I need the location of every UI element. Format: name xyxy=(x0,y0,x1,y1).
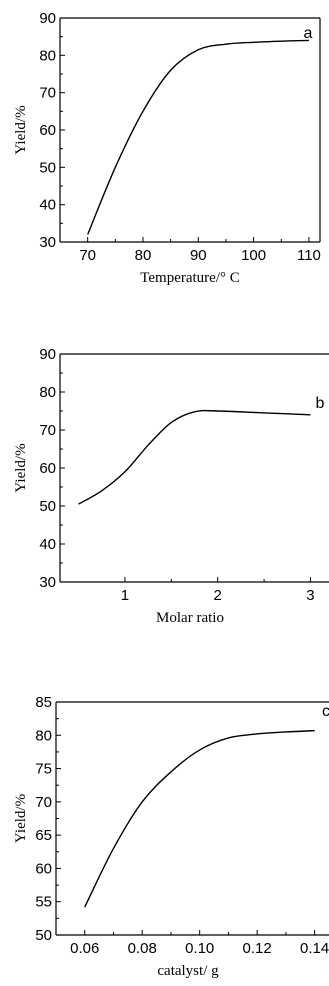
x-tick-label: 90 xyxy=(190,247,207,264)
panel-letter: a xyxy=(304,25,313,42)
data-point xyxy=(252,41,254,43)
y-tick-label: 60 xyxy=(35,860,52,877)
x-axis-title: Molar ratio xyxy=(156,610,224,626)
data-point xyxy=(77,503,79,505)
x-axis-title: Temperature/° C xyxy=(140,270,240,286)
panel-letter: b xyxy=(316,395,325,412)
chart-panel-c: 50 55 60 65 70 75 80 85 0.06 0.08 0.10 0.12 0.14 cata… xyxy=(13,694,329,979)
data-point xyxy=(198,749,200,751)
y-tick-label: 90 xyxy=(39,346,56,363)
y-tick-label: 60 xyxy=(39,460,56,477)
data-point xyxy=(114,166,116,168)
data-point xyxy=(263,412,265,414)
y-tick-label: 40 xyxy=(39,197,56,214)
x-tick-label: 0.10 xyxy=(185,940,214,957)
y-tick-label: 90 xyxy=(39,10,56,27)
data-point xyxy=(84,906,86,908)
y-axis-title: Yield/% xyxy=(13,105,29,154)
y-tick-label: 55 xyxy=(35,894,52,911)
data-point xyxy=(193,411,195,413)
y-tick-label: 40 xyxy=(39,536,56,553)
data-point xyxy=(285,731,287,733)
panel-letter: c xyxy=(322,703,329,720)
data-point xyxy=(124,471,126,473)
y-axis-title: Yield/% xyxy=(13,794,29,843)
x-tick-label: 110 xyxy=(297,247,321,264)
y-tick-label: 85 xyxy=(35,694,52,711)
chart-panel-b: 30 40 50 60 70 80 90 1 2 3 Molar ratio Yield/% b xyxy=(13,346,329,626)
data-point xyxy=(313,729,315,731)
x-axis-title: catalyst/ g xyxy=(157,963,219,979)
y-tick-label: 50 xyxy=(39,498,56,515)
x-tick-label: 80 xyxy=(135,247,152,264)
x-tick-label: 3 xyxy=(306,587,314,604)
x-tick-label: 2 xyxy=(214,587,222,604)
data-point xyxy=(256,733,258,735)
x-tick-label: 0.06 xyxy=(70,940,99,957)
y-tick-label: 65 xyxy=(35,827,52,844)
data-point xyxy=(86,233,88,235)
data-point xyxy=(170,421,172,423)
series-line xyxy=(87,39,309,235)
data-point xyxy=(227,737,229,739)
data-point xyxy=(101,490,103,492)
y-tick-label: 70 xyxy=(35,794,52,811)
series-line xyxy=(78,409,311,505)
data-point xyxy=(142,110,144,112)
x-tick-label: 70 xyxy=(79,247,96,264)
data-point xyxy=(197,49,199,51)
data-point xyxy=(112,847,114,849)
x-tick-label: 100 xyxy=(241,247,266,264)
data-point xyxy=(141,801,143,803)
x-tick-label: 0.12 xyxy=(243,940,272,957)
chart-panel-a: 30 40 50 60 70 80 90 70 80 90 100 110 Temperature/° … xyxy=(13,10,321,286)
data-point xyxy=(280,40,282,42)
y-axis-title: Yield/% xyxy=(13,443,29,492)
data-point xyxy=(309,414,311,416)
y-tick-label: 50 xyxy=(39,159,56,176)
y-tick-label: 70 xyxy=(39,85,56,102)
y-tick-label: 30 xyxy=(39,574,56,591)
y-tick-label: 80 xyxy=(35,727,52,744)
x-tick-label: 0.08 xyxy=(128,940,157,957)
series-line xyxy=(84,729,315,908)
y-tick-label: 75 xyxy=(35,761,52,778)
data-point xyxy=(308,39,310,41)
data-point xyxy=(225,43,227,45)
y-tick-label: 80 xyxy=(39,47,56,64)
data-point xyxy=(169,69,171,71)
x-tick-label: 1 xyxy=(121,587,129,604)
data-point xyxy=(147,444,149,446)
y-tick-label: 60 xyxy=(39,122,56,139)
y-tick-label: 30 xyxy=(39,234,56,251)
x-tick-label: 0.14 xyxy=(300,940,329,957)
y-tick-label: 50 xyxy=(35,927,52,944)
data-point xyxy=(216,410,218,412)
data-point xyxy=(170,771,172,773)
y-tick-label: 70 xyxy=(39,422,56,439)
y-tick-label: 80 xyxy=(39,384,56,401)
